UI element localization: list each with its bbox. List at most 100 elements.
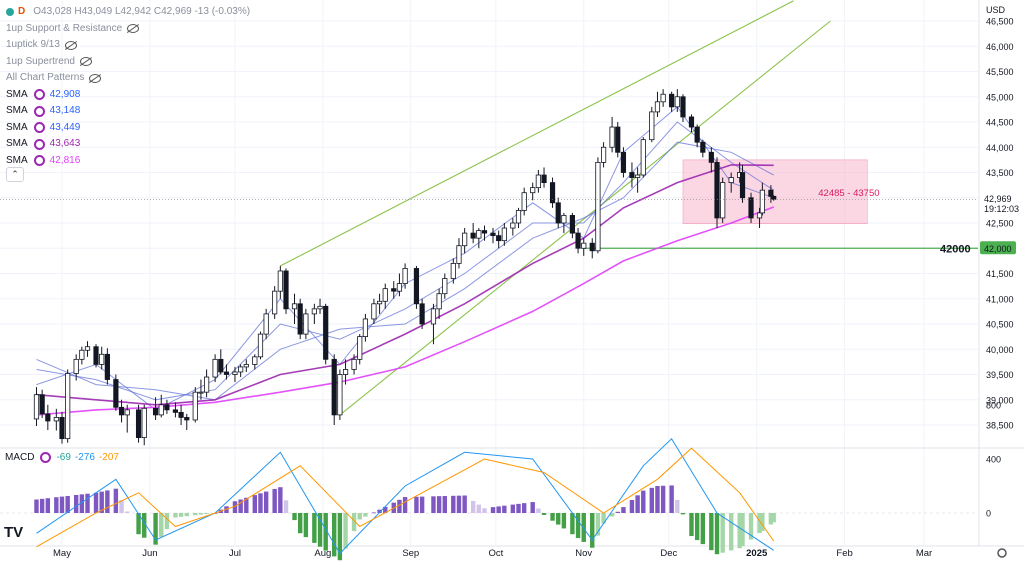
- settings-icon[interactable]: [33, 89, 45, 101]
- macd-histogram-bar: [714, 513, 720, 555]
- candle: [561, 212, 567, 234]
- macd-histogram-bar: [159, 513, 164, 537]
- settings-icon[interactable]: [33, 155, 45, 167]
- candle: [192, 387, 198, 423]
- candle: [73, 354, 79, 381]
- macd-histogram-bar: [609, 513, 615, 517]
- candle: [184, 413, 190, 431]
- macd-histogram-bar: [521, 503, 527, 513]
- candle: [430, 303, 437, 345]
- sma-row[interactable]: SMA 42,908: [6, 87, 250, 104]
- settings-icon[interactable]: [33, 105, 45, 117]
- candle: [535, 169, 541, 193]
- sma-row[interactable]: SMA 43,643: [6, 136, 250, 153]
- candle-body: [575, 232, 581, 249]
- candle: [419, 298, 425, 330]
- candle-body: [739, 172, 746, 199]
- indicator-row[interactable]: 1uptick 9/13: [6, 37, 250, 54]
- macd-histogram-bar: [575, 513, 581, 539]
- candle-body: [65, 373, 71, 440]
- indicator-row[interactable]: 1up Supertrend: [6, 54, 250, 71]
- candle-body: [708, 151, 714, 163]
- eye-hidden-icon[interactable]: [127, 24, 140, 34]
- candle: [629, 162, 635, 188]
- tradingview-logo: TV: [4, 524, 24, 541]
- candle-body: [402, 268, 408, 285]
- x-tick-label: Feb: [836, 548, 852, 559]
- macd-histogram-bar: [397, 499, 402, 513]
- settings-icon[interactable]: [40, 452, 52, 463]
- sma-value: 43,449: [49, 121, 81, 133]
- macd-histogram-bar: [232, 501, 238, 513]
- candle: [402, 263, 408, 289]
- indicator-row[interactable]: All Chart Patterns: [6, 70, 250, 87]
- sma-row[interactable]: SMA 43,449: [6, 120, 250, 137]
- macd-histogram-bar: [462, 495, 467, 513]
- candle: [714, 157, 720, 229]
- candle: [490, 228, 496, 244]
- macd-histogram-bar: [649, 487, 654, 513]
- y-tick-label: 38,500: [986, 421, 1014, 431]
- candle: [620, 147, 627, 178]
- candle: [541, 167, 547, 188]
- candle: [391, 281, 397, 299]
- settings-icon[interactable]: [33, 138, 45, 150]
- candle-body: [371, 303, 377, 320]
- eye-hidden-icon[interactable]: [89, 73, 102, 83]
- macd-histogram-bar: [700, 513, 706, 545]
- macd-histogram-bar: [371, 512, 377, 514]
- candle: [158, 394, 164, 418]
- macd-name: MACD: [5, 452, 35, 463]
- candle-body: [232, 371, 238, 375]
- sma-value: 43,643: [49, 138, 81, 149]
- indicator-row[interactable]: 1up Support & Resistance: [6, 21, 250, 38]
- interval-label[interactable]: D: [18, 6, 26, 17]
- candle-body: [158, 404, 164, 416]
- candle: [218, 349, 224, 375]
- macd-histogram-bar: [119, 500, 124, 513]
- candle-body: [357, 336, 363, 360]
- candle-body: [600, 146, 607, 163]
- settings-icon[interactable]: [33, 122, 45, 134]
- candle-body: [654, 101, 661, 113]
- macd-histogram-bar: [99, 491, 104, 513]
- candle-body: [93, 346, 99, 365]
- candle: [212, 354, 218, 383]
- macd-histogram-bar: [244, 497, 249, 513]
- macd-histogram-bar: [173, 513, 178, 518]
- macd-signal-line: [36, 447, 775, 548]
- candle-body: [413, 268, 420, 305]
- candle: [59, 411, 65, 444]
- eye-hidden-icon[interactable]: [64, 40, 77, 50]
- macd-histogram-bar: [198, 513, 204, 515]
- candle-body: [164, 404, 170, 411]
- sma-row[interactable]: SMA 43,148: [6, 103, 250, 120]
- macd-histogram-bar: [402, 497, 408, 513]
- macd-histogram-bar: [510, 504, 516, 513]
- macd-histogram-bar: [258, 493, 263, 513]
- macd-histogram-bar: [556, 513, 561, 525]
- candle: [124, 404, 130, 433]
- candle: [376, 293, 383, 314]
- macd-histogram-bar: [541, 513, 547, 515]
- candle-body: [303, 313, 309, 335]
- y-tick-label: 43,500: [986, 168, 1014, 178]
- indicator-name: 1up Support & Resistance: [6, 22, 123, 34]
- macd-histogram-bar: [720, 513, 725, 553]
- sma-row[interactable]: SMA 42,816: [6, 153, 250, 170]
- candle: [756, 207, 763, 229]
- candle: [141, 404, 147, 446]
- candle: [728, 172, 734, 193]
- sma-name: SMA: [6, 121, 28, 133]
- candle: [303, 308, 309, 340]
- candle: [396, 273, 403, 297]
- macd-histogram-bar: [621, 507, 626, 513]
- macd-histogram-bar: [629, 500, 635, 513]
- y-tick-label: 41,000: [986, 294, 1014, 304]
- collapse-legend-button[interactable]: ⌃: [6, 167, 24, 182]
- eye-hidden-icon[interactable]: [79, 57, 92, 67]
- y-tick-label: 46,500: [986, 17, 1014, 27]
- macd-histogram-bar: [65, 495, 70, 513]
- candle-body: [700, 141, 706, 153]
